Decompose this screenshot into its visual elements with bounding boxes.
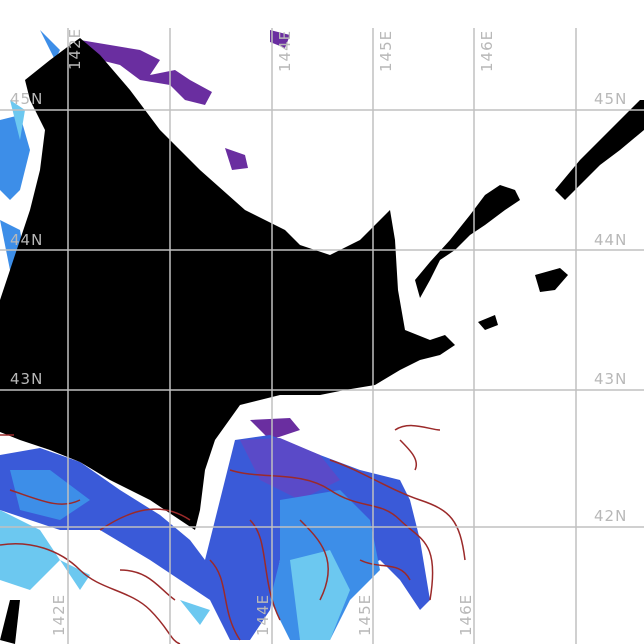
lon-label-146e-bottom: 146E <box>457 593 475 636</box>
lon-label-142e-top: 142E <box>66 27 84 70</box>
lon-label-146e-top: 146E <box>478 29 496 72</box>
lon-label-144e-top: 144E <box>276 29 294 72</box>
lat-label-45n-left: 45N <box>10 90 44 108</box>
lat-label-45n-right: 45N <box>594 90 628 108</box>
iturup-island <box>555 100 644 200</box>
lon-label-145e-top: 145E <box>377 29 395 72</box>
lat-label-42n-right: 42N <box>594 507 628 525</box>
land <box>0 38 644 644</box>
lon-label-145e-bottom: 145E <box>356 593 374 636</box>
hokkaido <box>0 38 455 530</box>
lon-label-144e-bottom: 144E <box>254 593 272 636</box>
purple-patches <box>80 30 300 440</box>
lat-label-43n-left: 43N <box>10 370 44 388</box>
shikotan-island <box>535 268 568 292</box>
habomai-island <box>478 315 498 330</box>
lat-label-43n-right: 43N <box>594 370 628 388</box>
lon-label-142e-bottom: 142E <box>50 593 68 636</box>
lat-label-44n-left: 44N <box>10 231 44 249</box>
lat-label-44n-right: 44N <box>594 231 628 249</box>
graticule <box>0 28 644 644</box>
kunashir-island <box>415 185 520 298</box>
